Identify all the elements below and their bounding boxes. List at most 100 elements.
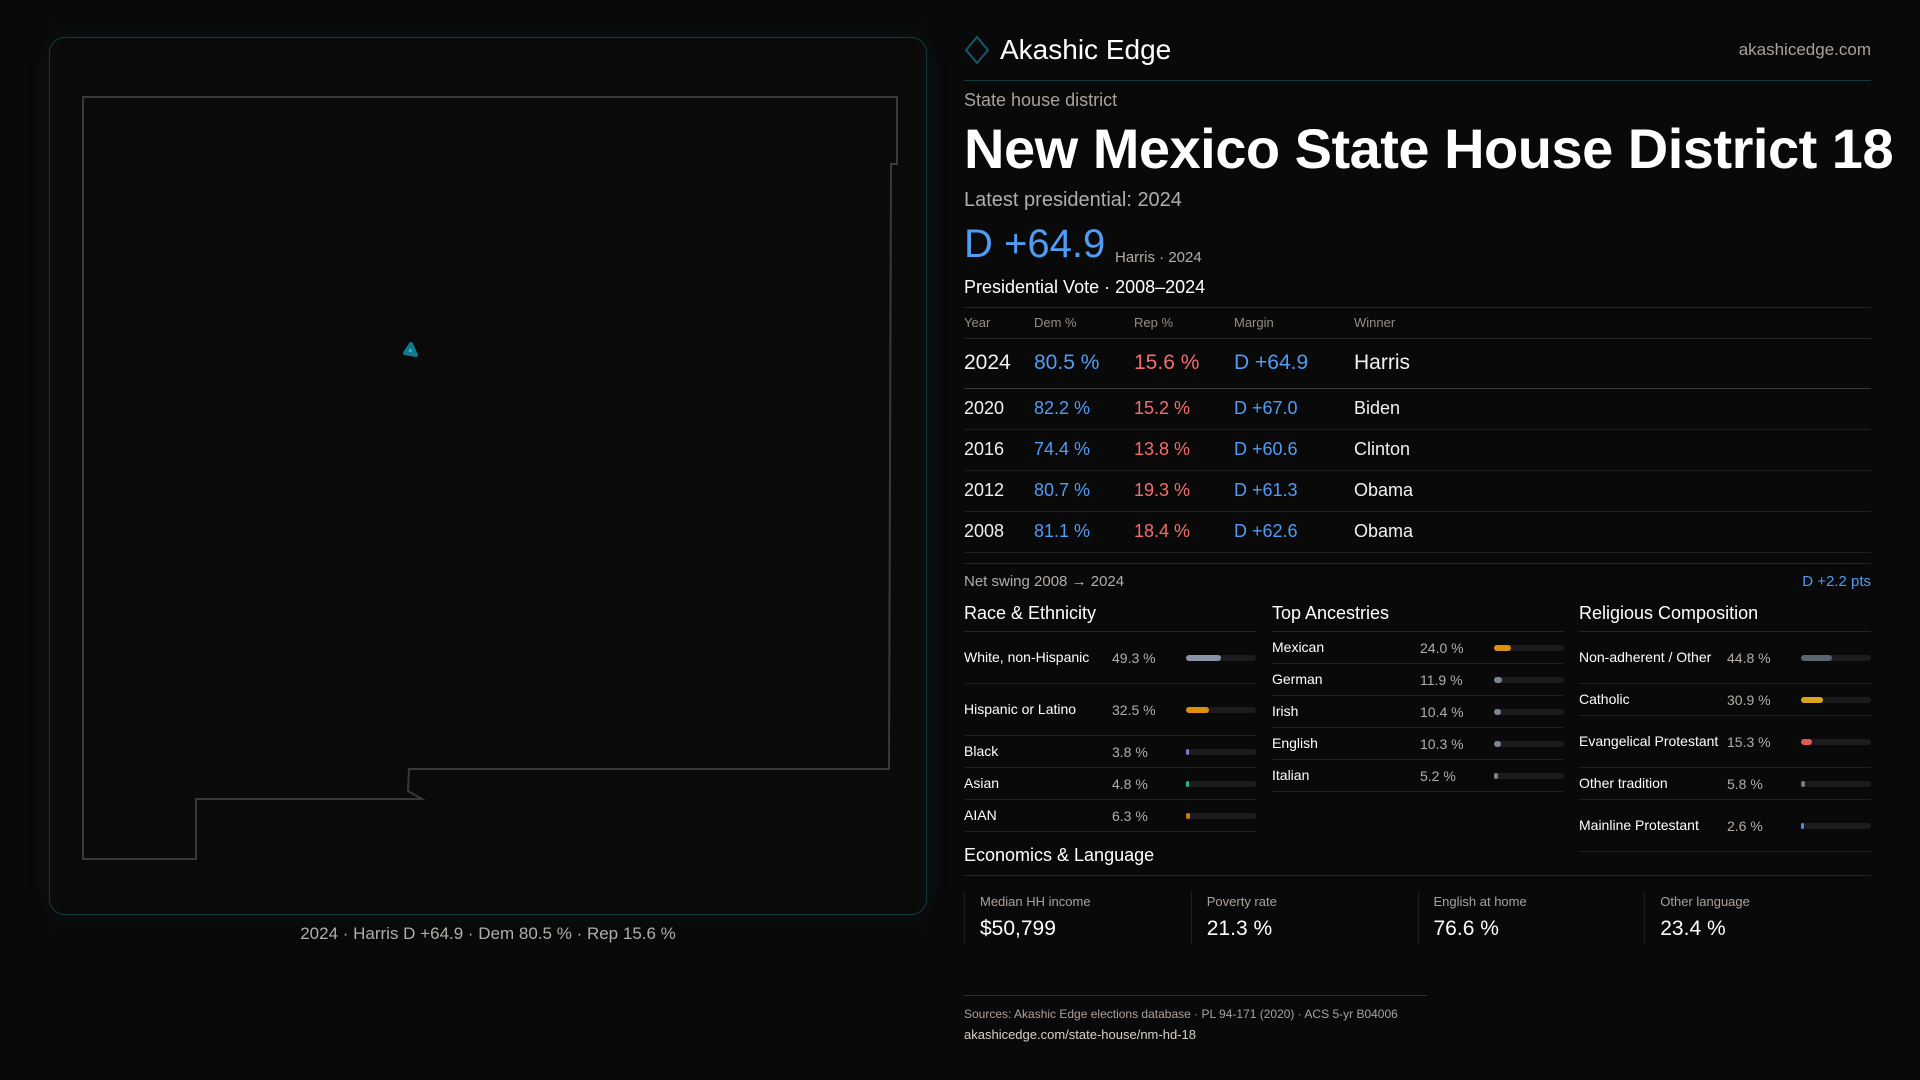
cell-winner: Obama <box>1354 470 1871 512</box>
share-bar <box>1801 696 1871 703</box>
row-value: 11.9 % <box>1420 671 1463 688</box>
col-dem: Dem % <box>1034 308 1134 339</box>
row-value: 32.5 % <box>1112 701 1156 718</box>
share-bar-fill <box>1801 822 1804 829</box>
row-value: 4.8 % <box>1112 775 1148 792</box>
row-label: Mainline Protestant <box>1579 817 1699 833</box>
stat-card-poverty: Poverty rate 21.3 % <box>1190 891 1418 944</box>
economics-title: Economics & Language <box>964 845 1155 865</box>
religion-row: Other tradition 5.8 % <box>1579 768 1871 800</box>
col-year: Year <box>964 308 1034 339</box>
share-bar-fill <box>1801 696 1823 703</box>
vote-row: 2012 80.7 % 19.3 % D +61.3 Obama <box>964 470 1871 512</box>
row-value: 2.6 % <box>1727 817 1763 834</box>
share-bar <box>1186 812 1256 819</box>
row-label: Catholic <box>1579 691 1630 707</box>
stat-label: Poverty rate <box>1206 894 1277 909</box>
share-bar <box>1801 738 1871 745</box>
cell-dem-pct: 81.1 % <box>1034 511 1134 553</box>
share-bar-fill <box>1494 740 1502 747</box>
col-margin: Margin <box>1234 308 1354 339</box>
brand[interactable]: Akashic Edge <box>964 34 1171 66</box>
stat-card-income: Median HH income $50,799 <box>964 891 1191 944</box>
cell-year: 2020 <box>964 388 1034 430</box>
col-winner: Winner <box>1354 308 1871 339</box>
cell-dem-pct: 80.7 % <box>1034 470 1134 512</box>
divider <box>964 307 1871 308</box>
share-bar <box>1186 654 1256 661</box>
row-label: Asian <box>964 775 1000 791</box>
share-bar <box>1801 780 1871 787</box>
share-bar-fill <box>1801 654 1833 661</box>
cell-winner: Clinton <box>1354 429 1871 471</box>
net-swing: Net swing 2008 → 2024 D +2.2 pts <box>964 573 1871 590</box>
map-panel[interactable] <box>49 37 927 915</box>
state-outline <box>82 96 898 860</box>
share-bar-fill <box>1186 654 1221 661</box>
share-bar <box>1186 780 1256 787</box>
share-bar-fill <box>1494 644 1511 651</box>
race-row: AIAN 6.3 % <box>964 800 1256 832</box>
share-bar <box>1494 708 1564 715</box>
race-row: Hispanic or Latino 32.5 % <box>964 684 1256 736</box>
row-value: 5.8 % <box>1727 775 1763 792</box>
share-bar <box>1494 644 1564 651</box>
vote-row: 2020 82.2 % 15.2 % D +67.0 Biden <box>964 388 1871 430</box>
headline-margin-sub: Harris · 2024 <box>1115 249 1202 266</box>
cell-margin: D +61.3 <box>1234 470 1354 512</box>
row-label: Irish <box>1272 703 1299 719</box>
cell-margin: D +62.6 <box>1234 511 1354 553</box>
share-bar <box>1801 654 1871 661</box>
vote-table-title: Presidential Vote · 2008–2024 <box>964 277 1206 297</box>
cell-dem-pct: 82.2 % <box>1034 388 1134 430</box>
footer-divider <box>964 995 1427 996</box>
vote-table: Year Dem % Rep % Margin Winner 2024 80.5 … <box>964 308 1871 553</box>
share-bar <box>1186 706 1256 713</box>
ancestry-title: Top Ancestries <box>1272 603 1564 632</box>
district-type: State house district <box>964 90 1118 110</box>
share-bar-fill <box>1494 676 1503 683</box>
row-label: Italian <box>1272 767 1310 783</box>
ancestry-row: Italian 5.2 % <box>1272 760 1564 792</box>
row-label: Evangelical Protestant <box>1579 733 1719 749</box>
religion-section: Religious Composition Non-adherent / Othe… <box>1579 603 1871 852</box>
net-swing-label: Net swing 2008 → 2024 <box>964 573 1125 590</box>
race-title: Race & Ethnicity <box>964 603 1256 632</box>
cell-rep-pct: 13.8 % <box>1134 429 1234 471</box>
share-bar-fill <box>1801 780 1806 787</box>
share-bar-fill <box>1186 780 1190 787</box>
vote-row: 2008 81.1 % 18.4 % D +62.6 Obama <box>964 511 1871 553</box>
cell-rep-pct: 15.2 % <box>1134 388 1234 430</box>
divider <box>964 875 1871 876</box>
latest-presidential: Latest presidential: 2024 <box>964 189 1182 211</box>
row-label: Black <box>964 743 999 759</box>
district-map[interactable] <box>50 38 928 916</box>
row-value: 44.8 % <box>1727 649 1771 666</box>
stat-value: 23.4 % <box>1660 917 1726 940</box>
share-bar-fill <box>1186 748 1189 755</box>
share-bar <box>1494 772 1564 779</box>
cell-winner: Harris <box>1354 338 1871 389</box>
share-bar-fill <box>1186 706 1209 713</box>
race-section: Race & Ethnicity White, non-Hispanic 49.3 … <box>964 603 1256 832</box>
row-label: German <box>1272 671 1323 687</box>
row-value: 3.8 % <box>1112 743 1148 760</box>
religion-row: Mainline Protestant 2.6 % <box>1579 800 1871 852</box>
share-bar <box>1186 748 1256 755</box>
stat-label: Median HH income <box>980 894 1091 909</box>
headline-margin: D +64.9 <box>964 222 1106 266</box>
row-label: Non-adherent / Other <box>1579 649 1712 665</box>
ancestry-section: Top Ancestries Mexican 24.0 % German 11.9 % I… <box>1272 603 1564 792</box>
religion-row: Evangelical Protestant 15.3 % <box>1579 716 1871 768</box>
cell-dem-pct: 80.5 % <box>1034 338 1134 389</box>
header-divider <box>964 80 1871 81</box>
cell-year: 2012 <box>964 470 1034 512</box>
site-link[interactable]: akashicedge.com <box>1738 40 1871 59</box>
page-url-link[interactable]: akashicedge.com/state-house/nm-hd-18 <box>964 1027 1196 1042</box>
share-bar <box>1494 676 1564 683</box>
cell-rep-pct: 18.4 % <box>1134 511 1234 553</box>
sources: Sources: Akashic Edge elections database… <box>964 1007 1398 1021</box>
district-shape[interactable] <box>403 342 418 357</box>
cell-year: 2024 <box>964 338 1034 389</box>
ancestry-row: German 11.9 % <box>1272 664 1564 696</box>
